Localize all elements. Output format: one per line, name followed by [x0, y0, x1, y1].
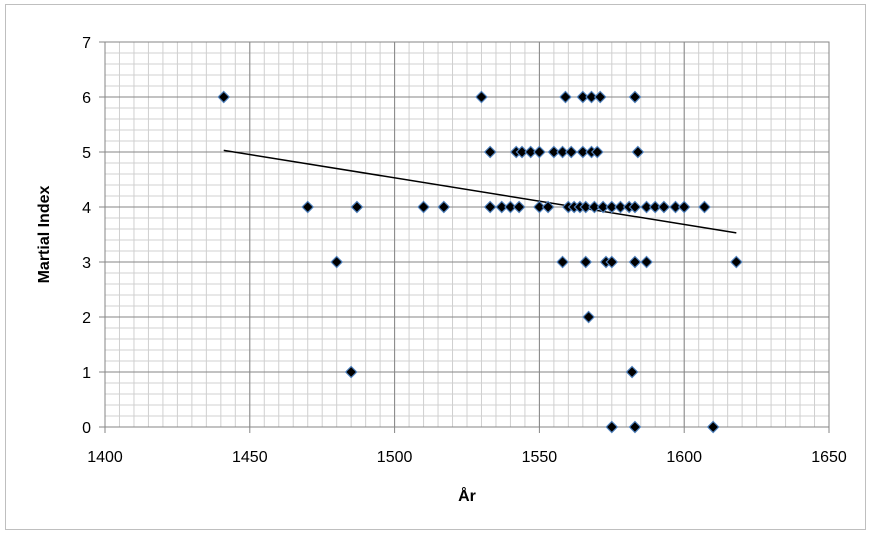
data-point — [625, 365, 639, 379]
data-point — [631, 145, 645, 159]
y-axis-title: Martial Index — [36, 186, 53, 284]
data-point — [593, 90, 607, 104]
data-point — [596, 200, 610, 214]
data-point — [576, 145, 590, 159]
y-tick-label: 5 — [82, 145, 91, 162]
data-point — [541, 200, 555, 214]
data-point — [556, 255, 569, 269]
x-tick-label: 1400 — [87, 449, 123, 466]
data-point — [628, 420, 642, 434]
data-point — [628, 90, 642, 104]
chart-frame: 0 1 2 3 4 5 6 7 1400 1450 1500 1550 1600 1650 År Mar… — [5, 4, 866, 530]
data-points — [217, 90, 743, 434]
data-point — [614, 200, 627, 214]
x-axis-ticks: 1400 1450 1500 1550 1600 1650 — [87, 427, 847, 466]
x-tick-label: 1550 — [522, 449, 558, 466]
data-point — [533, 145, 546, 159]
data-point — [495, 200, 509, 214]
data-point — [588, 200, 601, 214]
scatter-chart: 0 1 2 3 4 5 6 7 1400 1450 1500 1550 1600 1650 År Mar… — [36, 35, 847, 505]
data-point — [729, 255, 743, 269]
data-point — [504, 200, 517, 214]
data-point — [564, 145, 578, 159]
data-point — [669, 200, 682, 214]
data-point — [605, 255, 619, 269]
y-tick-label: 6 — [82, 90, 91, 107]
data-point — [698, 200, 711, 214]
trendline — [223, 149, 737, 234]
data-point — [648, 200, 662, 214]
data-point — [706, 420, 720, 434]
x-tick-label: 1500 — [377, 449, 413, 466]
data-point — [605, 420, 619, 434]
data-point — [330, 255, 344, 269]
data-point — [417, 200, 430, 214]
plot-area — [104, 41, 830, 428]
data-point — [605, 200, 619, 214]
x-tick-label: 1600 — [666, 449, 702, 466]
data-point — [579, 255, 593, 269]
data-point — [344, 365, 358, 379]
data-point — [515, 145, 529, 159]
x-tick-label: 1650 — [811, 449, 847, 466]
data-point — [677, 200, 691, 214]
data-point — [350, 200, 364, 214]
data-point — [217, 90, 231, 104]
data-point — [579, 200, 593, 214]
data-point — [576, 90, 590, 104]
data-point — [582, 310, 595, 324]
data-point — [628, 255, 642, 269]
data-point — [512, 200, 526, 214]
data-point — [437, 200, 451, 214]
y-tick-label: 7 — [82, 35, 91, 52]
data-point — [301, 200, 315, 214]
data-point — [585, 90, 598, 104]
minor-gridlines — [105, 42, 829, 427]
data-point — [556, 145, 569, 159]
data-point — [628, 200, 642, 214]
y-tick-label: 3 — [82, 255, 91, 272]
data-point — [657, 200, 671, 214]
x-axis-title: År — [458, 486, 476, 505]
data-point — [524, 145, 538, 159]
y-tick-label: 4 — [82, 200, 91, 217]
data-point — [483, 200, 497, 214]
data-point — [547, 145, 561, 159]
y-tick-label: 1 — [82, 365, 91, 382]
y-tick-label: 0 — [82, 420, 91, 437]
x-tick-label: 1450 — [232, 449, 268, 466]
data-point — [483, 145, 497, 159]
data-point — [590, 145, 604, 159]
y-tick-label: 2 — [82, 310, 91, 327]
data-point — [559, 90, 572, 104]
data-point — [475, 90, 488, 104]
data-point — [640, 200, 653, 214]
data-point — [533, 200, 546, 214]
y-axis-ticks: 0 1 2 3 4 5 6 7 — [82, 35, 105, 437]
data-point — [640, 255, 653, 269]
